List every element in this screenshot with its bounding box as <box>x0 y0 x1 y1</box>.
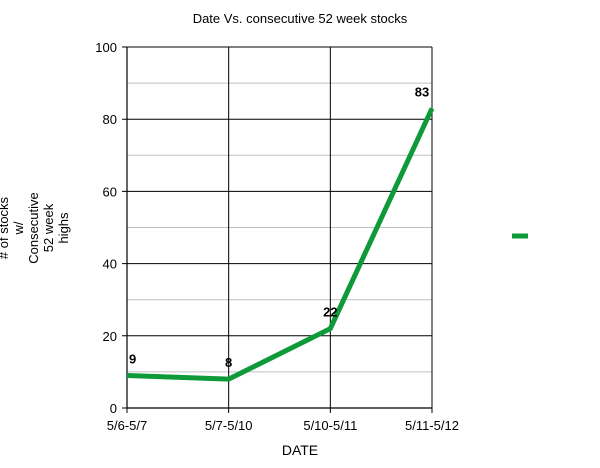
axes: 0 20 40 60 80 100 5/6-5/7 5/7-5/10 5/10-5/11 5/11… <box>95 40 459 433</box>
data-label: 9 <box>129 352 136 367</box>
series <box>126 107 435 382</box>
data-label: 22 <box>323 305 337 320</box>
y-tick-label: 80 <box>103 112 117 127</box>
x-tick-label: 5/6-5/7 <box>107 418 147 433</box>
y-tick-label: 40 <box>103 257 117 272</box>
y-tick-label: 100 <box>95 40 117 55</box>
y-axis-label-line: 52 week <box>41 203 56 252</box>
y-axis-label-line: Consecutive <box>26 192 41 264</box>
x-tick-label: 5/11-5/12 <box>405 418 459 433</box>
data-label: 8 <box>225 355 232 370</box>
y-axis-label-line: highs <box>56 212 71 244</box>
data-label: 83 <box>415 84 429 99</box>
data-labels: 9 8 22 83 <box>129 84 429 370</box>
x-axis-label: DATE <box>282 442 318 458</box>
y-axis-label-line: w/ <box>11 221 26 235</box>
y-tick-label: 20 <box>103 329 117 344</box>
chart-title: Date Vs. consecutive 52 week stocks <box>193 11 408 26</box>
y-axis-label-line: # of stocks <box>0 196 11 259</box>
grid <box>122 46 433 413</box>
series-line <box>126 107 435 382</box>
y-tick-label: 0 <box>110 401 117 416</box>
x-tick-label: 5/7-5/10 <box>205 418 253 433</box>
x-tick-label: 5/10-5/11 <box>303 418 357 433</box>
y-tick-label: 60 <box>103 184 117 199</box>
